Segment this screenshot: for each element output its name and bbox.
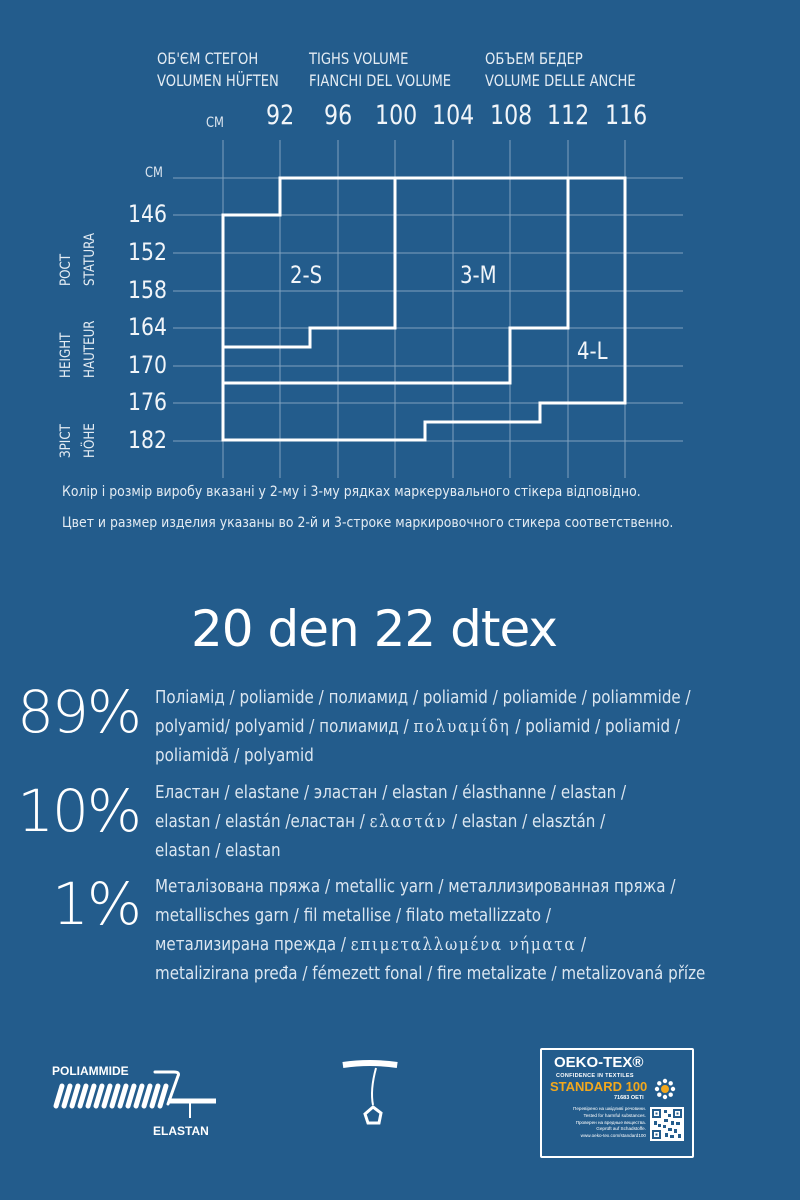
size-4l-outline [221,176,627,442]
composition-polyamide: Поліамід / poliamide / полиамид / poliam… [155,683,691,770]
composition-line: Поліамід / poliamide / полиамид / poliam… [155,687,691,708]
oeko-url: www.oeko-tex.com/standard100 [580,1133,646,1139]
percent-metallic: 1% [51,870,142,938]
percent-elastane: 10% [17,777,142,845]
fiber-logo-top-label: POLIAMMIDE [52,1064,129,1078]
hip-tick: 92 [266,100,295,131]
height-tick: 152 [128,238,167,266]
composition-line: polyamid/ polyamid / полиамид / πολυαμίδ… [155,712,691,741]
composition-line: elastan / elastán /еластан / ελαστάν / e… [155,807,626,836]
oeko-tested-text: Перевірено на шкідливі речовини. Tested … [544,1106,646,1140]
oeko-standard: STANDARD 100 [550,1079,648,1094]
oeko-tested-line: Проверен на вредные вещества. [575,1119,646,1125]
composition-text: / elastan / elasztán / [447,811,606,832]
hip-label-ru: ОБЪЕМ БЕДЕР [485,49,583,68]
size-3m-outline [223,176,570,385]
oeko-tested-line: Перевірено на шкідливі речовини. [573,1106,646,1111]
oeko-tex-label: OEKO-TEX® CONFIDENCE IN TEXTILES STANDAR… [540,1048,694,1158]
composition-line: metallisches garn / fil metallise / fila… [155,905,551,926]
oeko-subtitle: CONFIDENCE IN TEXTILES [556,1073,634,1079]
height-tick: 164 [128,313,167,341]
composition-line: Металізована пряжа / metallic yarn / мет… [155,876,676,897]
composition-line: elastan / elastan [155,840,281,861]
composition-text: / [576,934,587,955]
fiber-logo-bottom-label: ELASTAN [153,1124,209,1138]
note-ua: Колір і розмір виробу вказані у 2-му і 3… [62,484,641,500]
size-label-3m: 3-M [460,261,497,289]
composition-line: poliamidă / polyamid [155,745,314,766]
pendant-icon [342,1060,398,1125]
hip-tick: 108 [490,100,533,131]
hip-label-en: TIGHS VOLUME [309,49,409,68]
hip-label-it: FIANCHI DEL VOLUME [309,71,452,90]
composition-greek: πολυαμίδη [413,716,511,737]
hip-unit: CM [206,115,224,131]
composition-greek: επιμεταλλωμένα νήματα [350,934,577,955]
hip-label-de: VOLUMEN HÜFTEN [157,71,279,90]
hip-tick: 116 [605,100,648,131]
height-tick: 146 [128,200,167,228]
note-ru: Цвет и размер изделия указаны во 2-й и 3… [62,515,674,531]
hip-label-en-it: TIGHS VOLUME FIANCHI DEL VOLUME [309,48,451,92]
composition-text: polyamid/ polyamid / полиамид / [155,716,414,737]
height-tick: 158 [128,276,167,304]
composition-greek: ελαστάν [369,811,448,832]
oeko-tested-line: Tested for harmful substances. [583,1112,646,1118]
fiber-yarn-icon [53,1070,216,1118]
hip-tick: 112 [547,100,590,131]
height-tick: 176 [128,388,167,416]
composition-elastane: Еластан / elastane / эластан / elastan /… [155,778,626,865]
height-unit: CM [145,165,163,181]
size-label-4l: 4-L [577,337,608,365]
height-tick: 182 [128,426,167,454]
hip-label-fr: VOLUME DELLE ANCHE [485,71,636,90]
hip-tick: 100 [375,100,418,131]
height-tick: 170 [128,351,167,379]
hip-tick: 104 [432,100,475,131]
density-heading: 20 den 22 dtex [191,600,558,658]
size-label-2s: 2-S [290,261,323,289]
oeko-tested-line: Geprüft auf Schadstoffe. [596,1126,646,1132]
hip-label-ua-de: ОБ'ЄМ СТЕГОН VOLUMEN HÜFTEN [157,48,279,92]
composition-text: / poliamid / poliamid / [510,716,680,737]
grid-lines [173,140,683,478]
composition-text: elastan / elastán /еластан / [155,811,370,832]
composition-text: метализирана прежда / [155,934,351,955]
hip-tick: 96 [324,100,353,131]
size-chart [173,140,683,478]
qr-code-icon [650,1107,684,1141]
composition-line: metalizirana pređa / fémezett fonal / fi… [155,963,706,984]
composition-line: метализирана прежда / επιμεταλλωμένα νήμ… [155,930,705,959]
composition-metallic: Металізована пряжа / metallic yarn / мет… [155,872,705,988]
hip-label-ru-fr: ОБЪЕМ БЕДЕР VOLUME DELLE ANCHE [485,48,636,92]
oeko-code: 71683 OETI [614,1095,644,1101]
composition-line: Еластан / elastane / эластан / elastan /… [155,782,627,803]
hip-label-ua: ОБ'ЄМ СТЕГОН [157,49,259,68]
percent-polyamide: 89% [17,678,142,746]
oeko-title: OEKO-TEX® [554,1054,644,1071]
oeko-flower-icon [654,1078,676,1100]
